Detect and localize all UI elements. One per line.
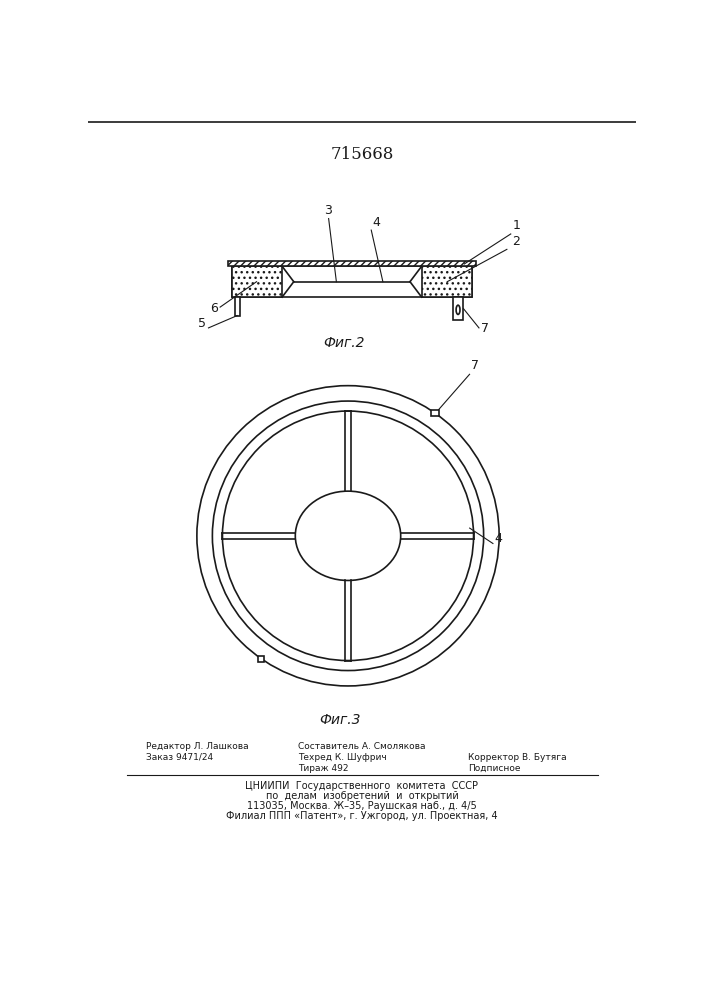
Text: Фиг.2: Фиг.2 <box>323 336 365 350</box>
Text: 7: 7 <box>481 322 489 335</box>
Text: Филиал ППП «Патент», г. Ужгород, ул. Проектная, 4: Филиал ППП «Патент», г. Ужгород, ул. Про… <box>226 811 498 821</box>
Text: 4: 4 <box>373 216 380 229</box>
Bar <box>235 297 240 316</box>
Bar <box>258 656 264 662</box>
Bar <box>232 266 472 297</box>
Text: 4: 4 <box>494 532 503 545</box>
Text: 113035, Москва. Ж–35, Раушская наб., д. 4/5: 113035, Москва. Ж–35, Раушская наб., д. … <box>247 801 477 811</box>
Text: Корректор В. Бутяга: Корректор В. Бутяга <box>468 753 567 762</box>
Ellipse shape <box>456 305 460 314</box>
Bar <box>228 261 476 266</box>
Text: ЦНИИПИ  Государственного  комитета  СССР: ЦНИИПИ Государственного комитета СССР <box>245 781 479 791</box>
Text: 5: 5 <box>199 317 206 330</box>
Text: Фиг.3: Фиг.3 <box>320 713 361 727</box>
Text: Составитель А. Смолякова: Составитель А. Смолякова <box>298 742 425 751</box>
Text: по  делам  изобретений  и  открытий: по делам изобретений и открытий <box>266 791 458 801</box>
Text: Подписное: Подписное <box>468 764 520 773</box>
Text: 715668: 715668 <box>330 146 394 163</box>
Text: Техред К. Шуфрич: Техред К. Шуфрич <box>298 753 386 762</box>
Text: 1: 1 <box>513 219 520 232</box>
Text: 6: 6 <box>210 302 218 315</box>
Text: Тираж 492: Тираж 492 <box>298 764 348 773</box>
Text: Редактор Л. Лашкова: Редактор Л. Лашкова <box>146 742 249 751</box>
Text: 7: 7 <box>471 359 479 372</box>
Bar <box>232 266 282 297</box>
Text: 3: 3 <box>324 204 332 217</box>
Bar <box>431 410 438 416</box>
Text: 2: 2 <box>513 235 520 248</box>
Text: Заказ 9471/24: Заказ 9471/24 <box>146 753 214 762</box>
Bar <box>228 261 476 266</box>
Bar <box>421 266 472 297</box>
Bar <box>452 297 464 320</box>
